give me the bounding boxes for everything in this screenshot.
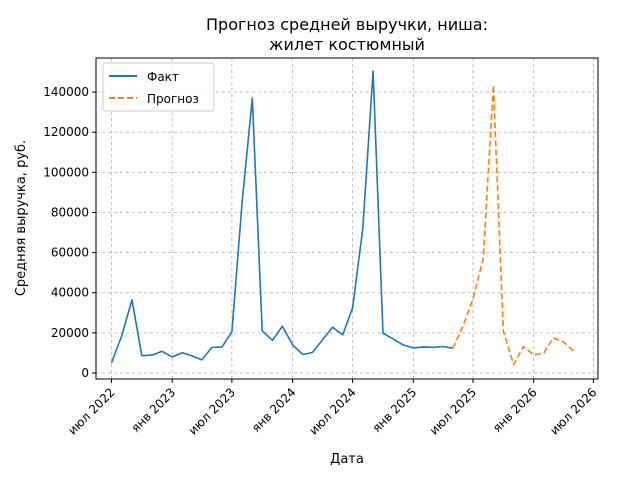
legend: Факт Прогноз [102, 62, 215, 112]
y-tick-label: 20000 [51, 326, 89, 340]
x-tick-label: июл 2026 [547, 385, 599, 437]
x-tick-label: июл 2023 [186, 385, 238, 437]
y-tick-label: 80000 [51, 205, 89, 219]
legend-label-fact: Факт [147, 70, 179, 84]
y-tick-label: 40000 [51, 286, 89, 300]
y-tick-label: 0 [81, 366, 89, 380]
plot-frame [95, 57, 599, 380]
x-tick-label: янв 2023 [128, 385, 178, 435]
chart-title-line1: Прогноз средней выручки, ниша: [206, 15, 488, 34]
legend-label-forecast: Прогноз [147, 92, 199, 106]
series-line-forecast [452, 84, 574, 366]
x-tick-label: июл 2024 [306, 385, 358, 437]
y-axis-label: Средняя выручка, руб. [14, 140, 29, 296]
x-tick-label: июл 2025 [427, 385, 479, 437]
y-tick-label: 140000 [43, 85, 89, 99]
axis-ticks: июл 2022 янв 2023 июл 2023 янв 2024 июл 2024… [43, 85, 599, 437]
y-tick-label: 60000 [51, 246, 89, 260]
y-tick-label: 100000 [43, 165, 89, 179]
x-tick-label: июл 2022 [65, 385, 117, 437]
series-line-fact [110, 70, 454, 364]
x-tick-label: янв 2024 [249, 385, 299, 435]
y-tick-label: 120000 [43, 125, 89, 139]
x-tick-label: янв 2025 [370, 385, 420, 435]
x-axis-label: Дата [330, 452, 364, 467]
series-lines [110, 70, 574, 366]
x-tick-label: янв 2026 [490, 385, 540, 435]
chart-title-line2: жилет костюмный [269, 35, 425, 54]
